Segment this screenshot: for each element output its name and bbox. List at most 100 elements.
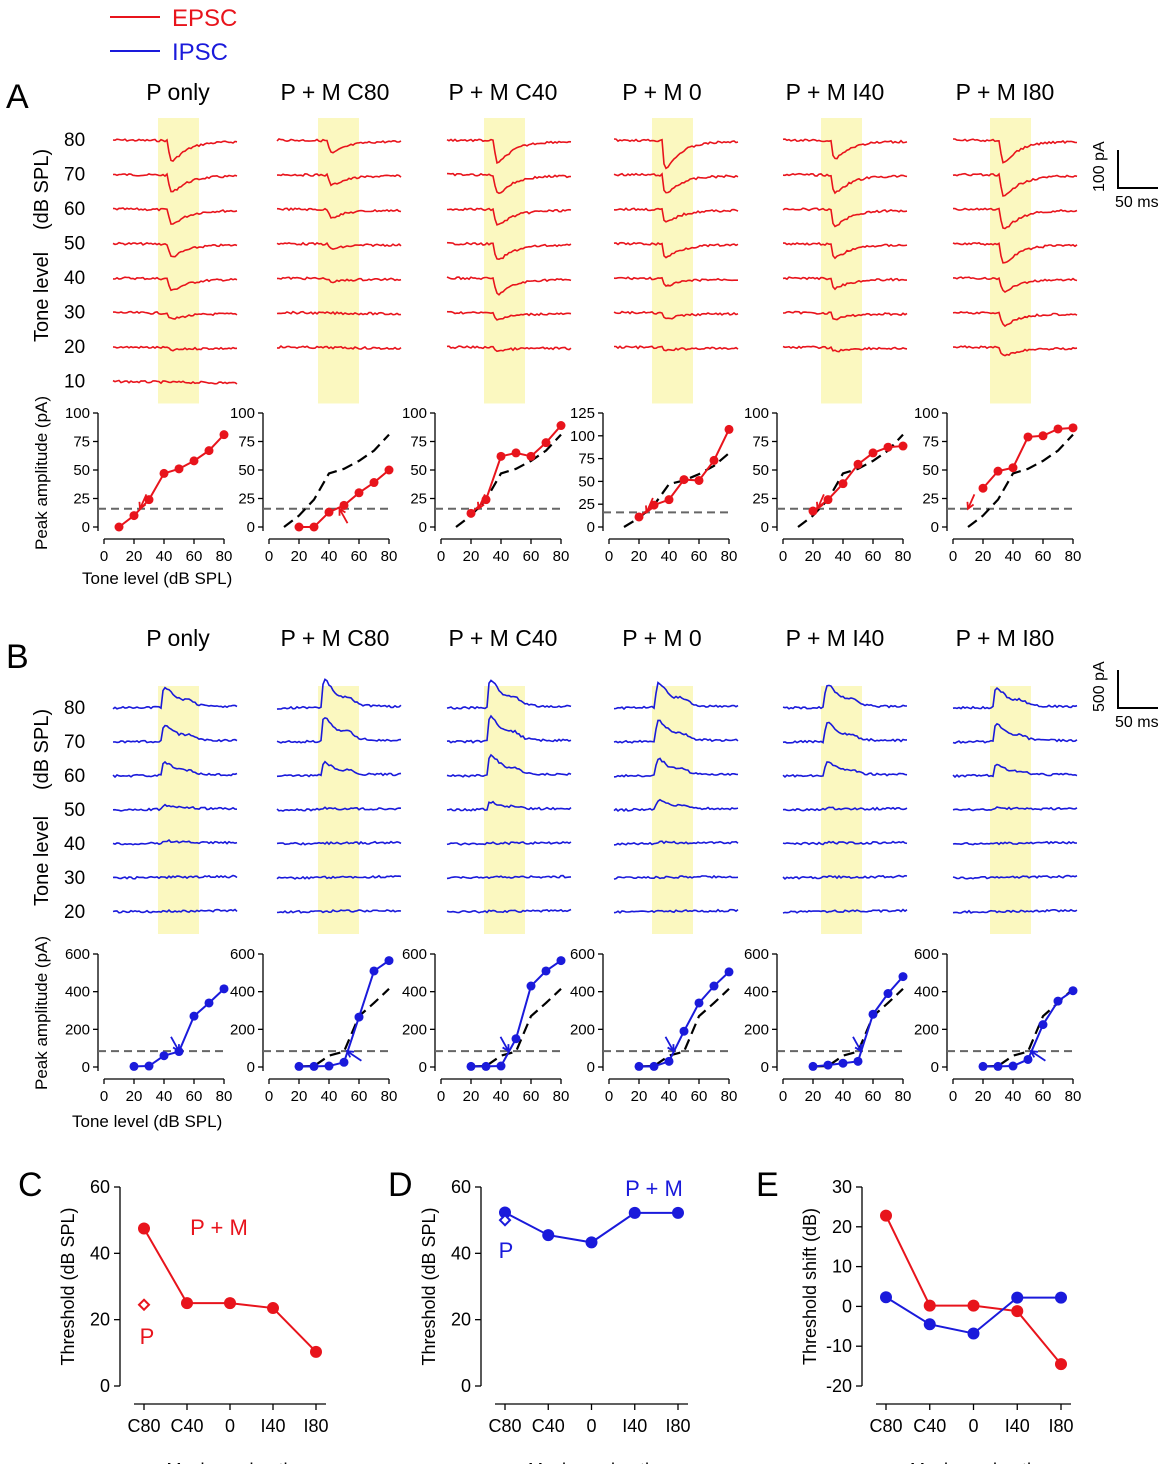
level-tick-30: 30 (64, 303, 85, 324)
io-point-80 (556, 956, 566, 966)
legend: EPSC IPSC (110, 5, 237, 66)
io-threshold-arrow (139, 493, 148, 510)
io-threshold-arrow (816, 493, 825, 510)
io-y-tick-label: 0 (82, 519, 90, 536)
io-point-60 (354, 488, 364, 498)
x-tick-label-c80: C80 (869, 1416, 902, 1436)
io-point-20 (808, 506, 818, 516)
trace-p-m-0-30 (613, 874, 739, 880)
x-tick-label-0: 0 (968, 1416, 978, 1436)
io-y-tick-label: 50 (578, 473, 595, 490)
io-x-tick-label: 40 (156, 548, 173, 565)
y-tick-label: -10 (826, 1336, 852, 1356)
trace-p-m-c80-80 (276, 678, 402, 710)
trace-p-m-i40-40 (782, 840, 908, 846)
io-y-tick-label: 50 (238, 462, 255, 479)
panel-b-title-p-m-i40: P + M I40 (786, 625, 885, 651)
point-p-m-c40 (181, 1297, 193, 1310)
io-x-tick-label: 60 (186, 548, 203, 565)
panel-a-scalebar: 100 pA 50 ms (1091, 141, 1159, 211)
trace-p-m-c40-30 (446, 874, 572, 880)
point-epsc-i80 (1055, 1358, 1067, 1371)
io-point-60 (868, 1009, 878, 1019)
io-threshold-arrowhead (645, 505, 653, 515)
trace-p-m-i40-60 (782, 207, 908, 228)
io-point-80 (384, 956, 394, 966)
io-x-tick-label: 80 (553, 1088, 570, 1105)
panel-b-title-p-m-0: P + M 0 (622, 625, 701, 651)
stimulus-window-6 (990, 118, 1031, 404)
io-point-20 (634, 512, 644, 522)
io-point-40 (496, 451, 506, 461)
point-p-m-i80 (310, 1345, 322, 1358)
x-tick-label-c40: C40 (170, 1416, 203, 1436)
level-tick-50: 50 (64, 800, 85, 821)
io-x-tick-label: 0 (437, 1088, 445, 1105)
io-chart-p-m-i80: 0 25 50 75 100 0 20 40 60 80 (914, 405, 1081, 565)
trace-p-m-c40-50 (446, 800, 572, 812)
stimulus-window-4 (652, 686, 693, 934)
io-x-tick-label: 60 (351, 548, 368, 565)
trace-p-only-60 (112, 207, 238, 225)
io-y-tick-label: 200 (914, 1021, 939, 1038)
trace-p-m-c40-80 (446, 679, 572, 710)
io-x-tick-label: 0 (779, 548, 787, 565)
io-reference-line (967, 433, 1074, 528)
panel-b-title-p-m-c80: P + M C80 (281, 625, 390, 651)
io-x-tick-label: 60 (523, 1088, 540, 1105)
level-tick-40: 40 (64, 268, 85, 289)
point-ipsc-c40 (923, 1318, 936, 1331)
panel-letter-c: C (18, 1166, 43, 1204)
io-x-tick-label: 20 (631, 1088, 648, 1105)
io-x-tick-label: 60 (865, 1088, 882, 1105)
trace-p-only-10 (112, 379, 238, 385)
panel-a-level-unit: (dB SPL) (31, 149, 53, 230)
io-chart-p-m-c80: 0 25 50 75 100 0 20 40 60 80 (230, 405, 397, 565)
trace-p-only-80 (112, 138, 238, 163)
io-x-tick-label: 0 (437, 548, 445, 565)
y-tick-label: 30 (832, 1177, 852, 1197)
panel-b-title-p-only: P only (146, 625, 210, 651)
trace-p-m-c80-30 (276, 310, 402, 316)
level-tick-60: 60 (64, 199, 85, 220)
y-tick-label: 40 (90, 1243, 110, 1263)
io-y-tick-label: 600 (570, 946, 595, 963)
io-x-tick-label: 0 (605, 548, 613, 565)
trace-p-only-70 (112, 724, 238, 744)
io-point-50 (679, 475, 689, 485)
io-x-tick-label: 80 (895, 548, 912, 565)
x-tick-label-0: 0 (225, 1416, 235, 1436)
io-chart-p-m-c40: 0 200 400 600 0 20 40 60 80 (402, 946, 569, 1105)
trace-p-only-30 (112, 874, 238, 880)
io-y-tick-label: 25 (578, 496, 595, 513)
series-label: P + M (190, 1215, 248, 1240)
io-point-20 (466, 508, 476, 518)
io-threshold-arrowhead (816, 501, 824, 511)
io-x-tick-label: 20 (291, 548, 308, 565)
io-x-tick-label: 60 (691, 548, 708, 565)
io-x-tick-label: 0 (779, 1088, 787, 1105)
io-x-tick-label: 80 (721, 548, 738, 565)
trace-p-m-i40-30 (783, 310, 908, 321)
io-point-40 (324, 507, 334, 517)
io-threshold-arrowhead (477, 501, 485, 511)
panel-letter-b: B (6, 638, 29, 676)
io-reference-line (283, 433, 390, 528)
trace-p-m-i80-50 (952, 241, 1078, 264)
point-p-m-i40 (267, 1302, 279, 1315)
trace-p-m-c40-20 (446, 908, 572, 914)
io-y-tick-label: 600 (744, 946, 769, 963)
io-chart-p-m-c40: 0 25 50 75 100 0 20 40 60 80 (402, 405, 569, 565)
io-point-30 (649, 1061, 659, 1071)
io-point-80 (724, 967, 734, 977)
io-x-tick-label: 0 (100, 548, 108, 565)
trace-p-m-0-40 (613, 840, 739, 846)
io-chart-p-m-i80: 0 200 400 600 0 20 40 60 80 (914, 946, 1081, 1105)
level-tick-70: 70 (64, 165, 85, 186)
panel-letter-a: A (6, 78, 29, 116)
trace-p-m-0-20 (614, 345, 739, 352)
y-tick-label: 0 (100, 1376, 110, 1396)
io-point-20 (978, 1061, 988, 1071)
